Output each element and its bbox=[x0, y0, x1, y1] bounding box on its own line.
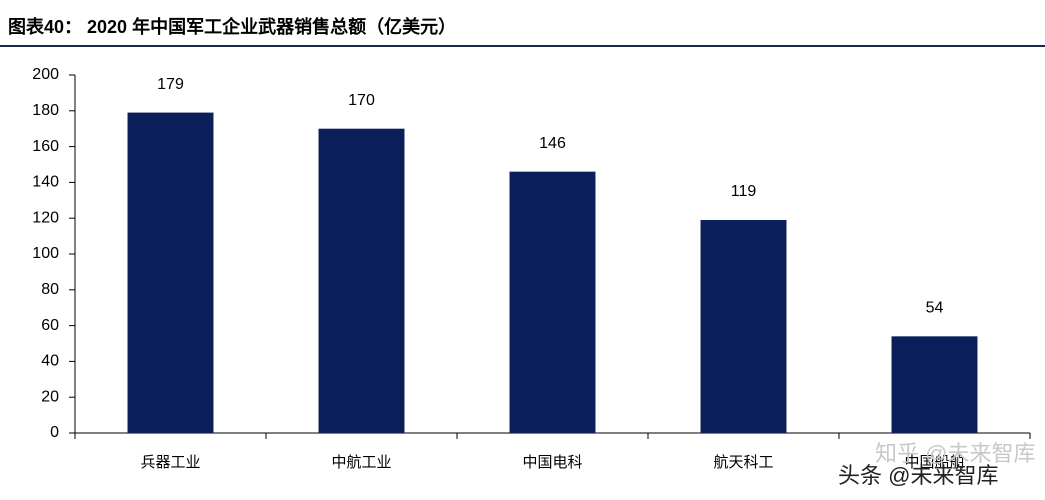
bar bbox=[891, 336, 978, 433]
x-tick-label: 中国船舶 bbox=[904, 454, 964, 471]
watermark: 知乎 @未来智库 bbox=[875, 441, 1035, 466]
value-label: 119 bbox=[731, 183, 757, 200]
bar bbox=[509, 171, 596, 433]
value-label: 54 bbox=[926, 300, 944, 317]
y-tick-label: 100 bbox=[32, 245, 59, 262]
y-tick-label: 80 bbox=[41, 281, 59, 298]
y-tick-label: 180 bbox=[32, 102, 59, 119]
x-tick-label: 中国电科 bbox=[522, 454, 582, 471]
y-tick-label: 20 bbox=[41, 388, 59, 405]
value-label: 170 bbox=[348, 92, 375, 109]
value-label: 179 bbox=[157, 76, 184, 93]
bar bbox=[127, 112, 214, 433]
y-tick-label: 140 bbox=[32, 174, 59, 191]
x-tick-label: 中航工业 bbox=[331, 454, 391, 471]
x-tick-label: 航天科工 bbox=[713, 454, 773, 471]
bar bbox=[700, 219, 787, 433]
y-tick-label: 120 bbox=[32, 209, 59, 226]
y-tick-label: 160 bbox=[32, 138, 59, 155]
y-tick-label: 0 bbox=[50, 424, 59, 441]
value-label: 146 bbox=[539, 135, 566, 152]
chart-title: 图表40： 2020 年中国军工企业武器销售总额（亿美元） bbox=[8, 16, 456, 37]
watermark: 头条 @未来智库 bbox=[838, 463, 998, 488]
x-tick-label: 兵器工业 bbox=[140, 454, 200, 471]
bar bbox=[318, 128, 405, 433]
y-tick-label: 40 bbox=[41, 353, 59, 370]
y-tick-label: 60 bbox=[41, 317, 59, 334]
y-tick-label: 200 bbox=[32, 66, 59, 83]
